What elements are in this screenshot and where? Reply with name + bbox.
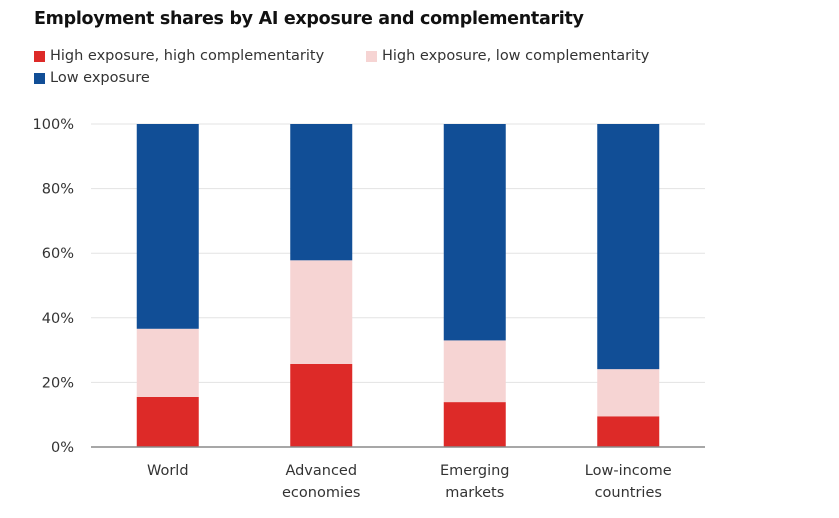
bar-emerging-markets-high-exposure-high-complementarity — [443, 402, 506, 447]
bar-world-high-exposure-high-complementarity — [136, 396, 199, 447]
bar-low-income-countries-high-exposure-high-complementarity — [597, 416, 660, 447]
x-axis-categories: World Advanced economies Emerging markets Low… — [147, 463, 672, 501]
bar-world-low-exposure — [136, 124, 199, 329]
bar-low-income-countries-high-exposure-low-complementarity — [597, 369, 660, 417]
bar-low-income-countries-low-exposure — [597, 124, 660, 370]
y-tick-label: 40% — [42, 311, 74, 327]
x-category-label: Advanced — [285, 463, 357, 479]
legend-item-low-exposure: Low exposure — [34, 70, 150, 86]
x-category-label: economies — [282, 485, 360, 501]
y-tick-label: 60% — [42, 246, 74, 262]
bar-emerging-markets-high-exposure-low-complementarity — [443, 340, 506, 403]
x-category-label: Emerging — [440, 463, 510, 479]
y-axis-ticks: 0% 20% 40% 60% 80% 100% — [33, 117, 74, 456]
legend-item-high-high: High exposure, high complementarity — [34, 48, 324, 64]
legend-label: Low exposure — [50, 70, 150, 86]
legend-swatch-low-exposure — [34, 72, 45, 84]
legend-label: High exposure, low complementarity — [382, 48, 650, 64]
y-tick-label: 20% — [42, 375, 74, 391]
x-category-label: countries — [595, 485, 662, 501]
y-tick-label: 80% — [42, 182, 74, 198]
bar-advanced-economies-high-exposure-high-complementarity — [290, 363, 353, 447]
x-category-label: markets — [445, 485, 504, 501]
bar-world-high-exposure-low-complementarity — [136, 328, 199, 397]
x-category-label: Low-income — [585, 463, 672, 479]
x-category-label: World — [147, 463, 189, 479]
bar-advanced-economies-high-exposure-low-complementarity — [290, 260, 353, 364]
legend-item-high-low: High exposure, low complementarity — [366, 48, 649, 64]
bar-emerging-markets-low-exposure — [443, 124, 506, 341]
y-tick-label: 0% — [51, 440, 74, 456]
legend-label: High exposure, high complementarity — [50, 48, 325, 64]
bar-advanced-economies-low-exposure — [290, 124, 353, 261]
chart-title: Employment shares by AI exposure and com… — [34, 9, 584, 29]
y-tick-label: 100% — [33, 117, 74, 133]
legend-swatch-high-low — [366, 50, 377, 62]
bars — [136, 124, 660, 447]
legend-swatch-high-high — [34, 50, 45, 62]
